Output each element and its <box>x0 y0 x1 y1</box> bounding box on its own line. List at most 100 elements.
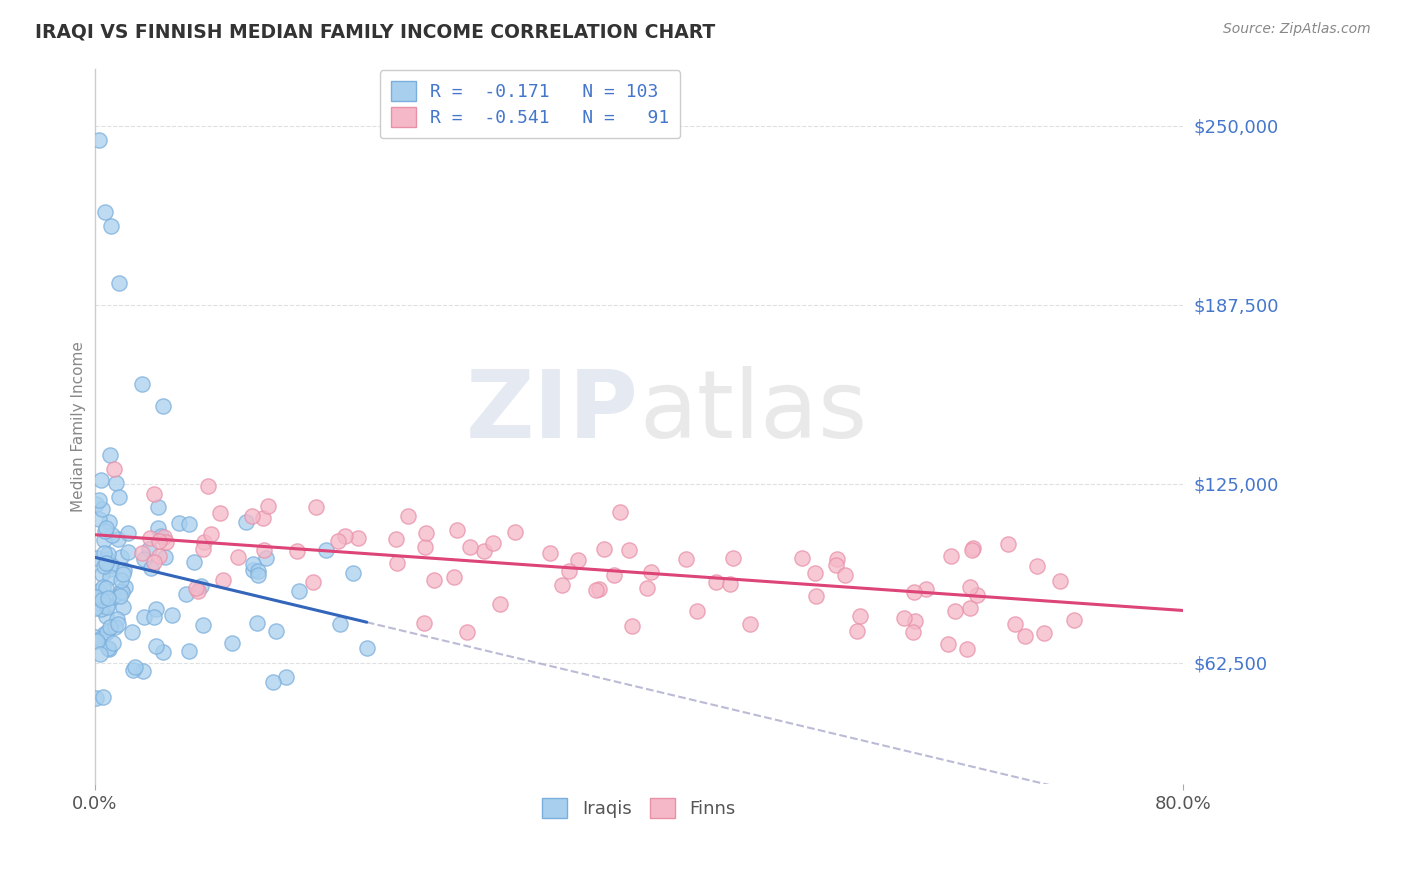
Point <box>1063 613 1085 627</box>
Point <box>142 609 165 624</box>
Point <box>959 601 981 615</box>
Point <box>132 552 155 566</box>
Point <box>87 492 110 507</box>
Point <box>242 557 264 571</box>
Point <box>98 561 121 575</box>
Point <box>1049 574 1071 588</box>
Point <box>183 555 205 569</box>
Point <box>347 531 370 545</box>
Point <box>825 558 848 572</box>
Point <box>415 525 437 540</box>
Point <box>585 582 607 597</box>
Point <box>186 581 208 595</box>
Point <box>190 579 212 593</box>
Point <box>84 691 107 706</box>
Point <box>169 516 191 530</box>
Point <box>1004 616 1026 631</box>
Point <box>790 550 813 565</box>
Point <box>103 462 125 476</box>
Point <box>396 509 419 524</box>
Point <box>84 497 107 511</box>
Point <box>107 533 129 547</box>
Text: ZIP: ZIP <box>465 366 638 458</box>
Point <box>254 551 277 566</box>
Point <box>191 541 214 556</box>
Point <box>89 512 111 526</box>
Point <box>117 545 139 559</box>
Point <box>704 575 727 590</box>
Point <box>246 568 269 582</box>
Point <box>90 567 112 582</box>
Point <box>94 204 117 219</box>
Point <box>93 533 115 547</box>
Point <box>915 582 938 596</box>
Point <box>538 546 561 560</box>
Point <box>105 475 128 490</box>
Point <box>96 552 118 566</box>
Point <box>101 636 124 650</box>
Point <box>108 590 131 604</box>
Point <box>721 550 744 565</box>
Point <box>187 583 209 598</box>
Point <box>139 561 162 575</box>
Text: IRAQI VS FINNISH MEDIAN FAMILY INCOME CORRELATION CHART: IRAQI VS FINNISH MEDIAN FAMILY INCOME CO… <box>35 22 716 41</box>
Point <box>328 616 350 631</box>
Point <box>264 624 287 638</box>
Point <box>385 556 408 570</box>
Point <box>197 479 219 493</box>
Point <box>122 663 145 677</box>
Point <box>114 563 136 577</box>
Point <box>256 499 278 513</box>
Point <box>253 543 276 558</box>
Point <box>152 530 174 544</box>
Point <box>636 581 658 595</box>
Point <box>162 608 184 623</box>
Y-axis label: Median Family Income: Median Family Income <box>72 341 86 512</box>
Point <box>675 551 697 566</box>
Point <box>413 615 436 630</box>
Point <box>111 585 134 599</box>
Point <box>148 533 170 548</box>
Point <box>94 556 117 570</box>
Point <box>588 582 610 596</box>
Point <box>720 577 742 591</box>
Point <box>94 524 117 538</box>
Point <box>132 610 155 624</box>
Point <box>139 531 162 545</box>
Point <box>84 601 107 615</box>
Point <box>114 580 136 594</box>
Point <box>146 521 169 535</box>
Point <box>131 546 153 560</box>
Point <box>503 525 526 540</box>
Point <box>90 473 112 487</box>
Point <box>96 625 118 640</box>
Point <box>177 644 200 658</box>
Point <box>221 636 243 650</box>
Point <box>86 633 108 648</box>
Point <box>246 564 269 578</box>
Point <box>276 670 298 684</box>
Point <box>456 624 478 639</box>
Point <box>936 636 959 650</box>
Point <box>97 547 120 561</box>
Point <box>740 616 762 631</box>
Point <box>603 567 626 582</box>
Point <box>91 690 114 704</box>
Point <box>235 516 257 530</box>
Point <box>143 555 166 569</box>
Point <box>97 640 120 655</box>
Point <box>287 584 309 599</box>
Point <box>305 500 328 514</box>
Point <box>91 501 114 516</box>
Point <box>93 580 115 594</box>
Point <box>84 630 107 644</box>
Point <box>482 535 505 549</box>
Point <box>342 566 364 580</box>
Point <box>959 580 981 594</box>
Point <box>804 590 827 604</box>
Point <box>825 552 848 566</box>
Point <box>96 600 118 615</box>
Point <box>110 550 132 565</box>
Point <box>193 535 215 549</box>
Point <box>89 647 111 661</box>
